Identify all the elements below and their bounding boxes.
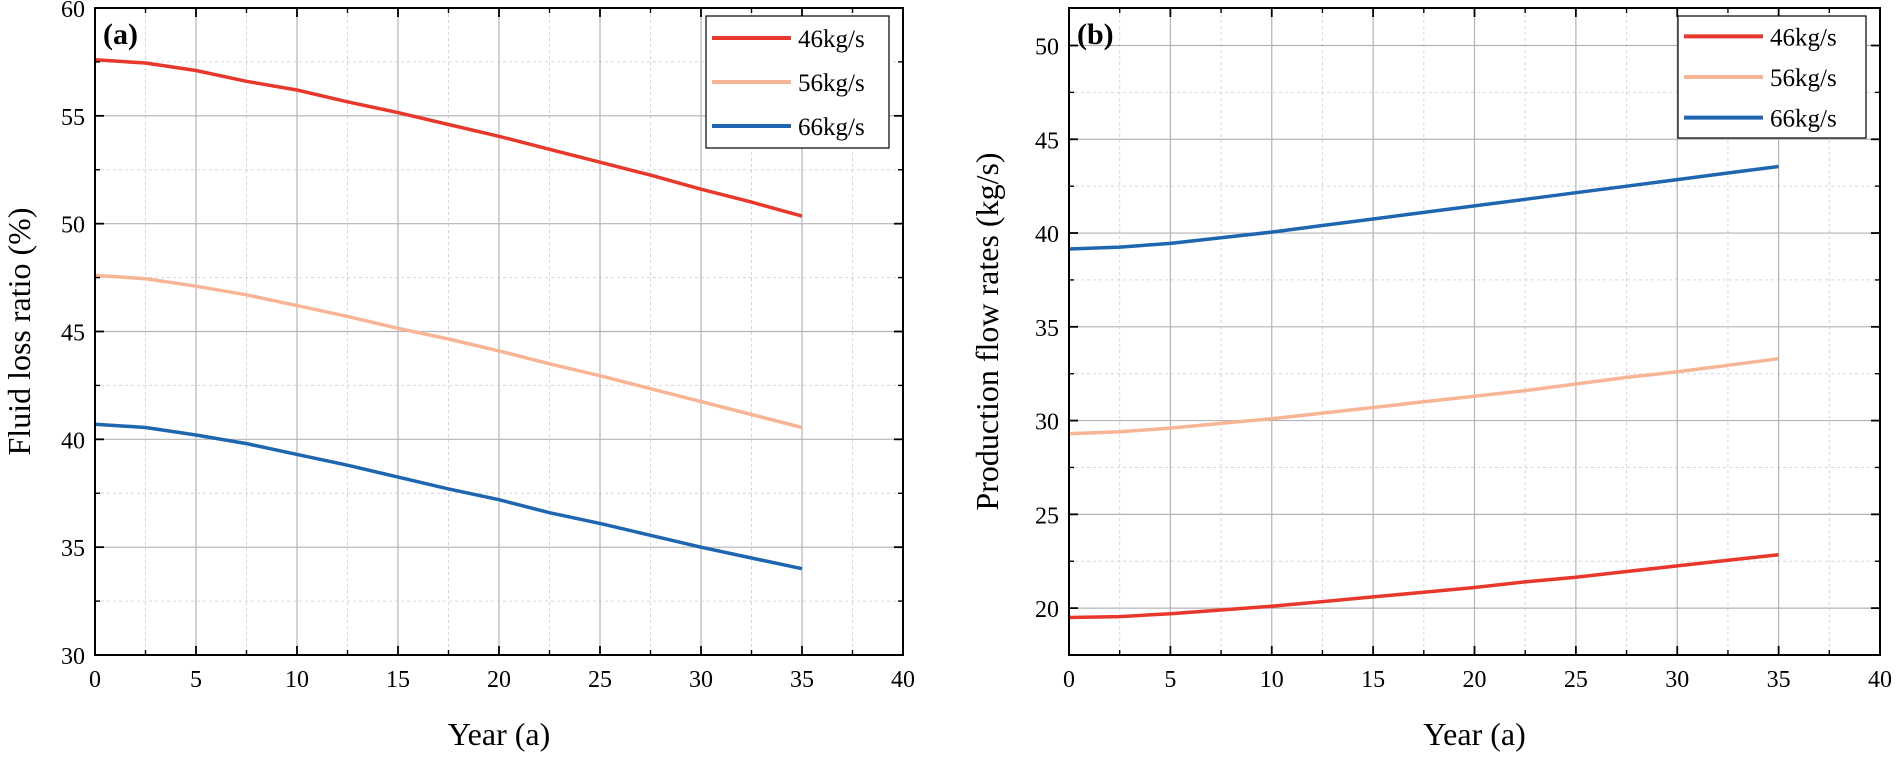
y-tick-label: 50	[1035, 35, 1059, 61]
x-tick-label: 15	[1361, 667, 1385, 693]
y-tick-label: 40	[1035, 222, 1059, 248]
panel-label: (a)	[103, 18, 138, 51]
y-axis-title: Production flow rates (kg/s)	[969, 152, 1005, 510]
x-tick-label: 10	[1260, 667, 1284, 693]
x-tick-label: 25	[588, 667, 612, 693]
y-axis-title: Fluid loss ratio (%)	[1, 208, 37, 456]
legend-label: 66kg/s	[798, 114, 865, 141]
panel-b-chart: 0 5 10 15 20 25 30 35 40 20 25 30 35 40 45 50 Year (a) Pr…	[969, 7, 1892, 752]
x-tick-label: 35	[790, 667, 814, 693]
panel-a-chart: 0 5 10 15 20 25 30 35 40 30 35 40 45 50 55 60 Year (a) Fl…	[1, 0, 915, 752]
y-tick-label: 35	[61, 536, 85, 562]
x-tick-label: 40	[891, 667, 915, 693]
x-tick-label: 30	[689, 667, 713, 693]
series-line-46kgs	[1068, 552, 1779, 620]
x-tick-label: 25	[1564, 667, 1588, 693]
series-line-56kgs	[1068, 356, 1779, 436]
y-tick-label: 45	[61, 321, 85, 347]
x-tick-label: 20	[1463, 667, 1487, 693]
series-line-66kgs	[1068, 164, 1779, 251]
legend-label: 46kg/s	[798, 26, 865, 53]
series-line-66kgs	[94, 422, 803, 571]
panel-label: (b)	[1077, 18, 1114, 51]
y-tick-label: 25	[1035, 503, 1059, 529]
y-tick-label: 50	[61, 213, 85, 239]
y-tick-label: 20	[1035, 597, 1059, 623]
y-tick-label: 35	[1035, 316, 1059, 342]
x-tick-label: 35	[1767, 667, 1791, 693]
y-tick-label: 55	[61, 105, 85, 131]
y-tick-label: 60	[61, 0, 85, 23]
x-tick-label: 40	[1868, 667, 1892, 693]
x-tick-label: 0	[89, 667, 101, 693]
x-tick-label: 20	[487, 667, 511, 693]
x-tick-label: 5	[1164, 667, 1176, 693]
x-axis-title: Year (a)	[448, 716, 550, 752]
y-tick-label: 30	[61, 644, 85, 670]
series-line-46kgs	[94, 58, 803, 218]
x-tick-label: 10	[285, 667, 309, 693]
y-tick-label: 45	[1035, 128, 1059, 154]
x-tick-label: 15	[386, 667, 410, 693]
legend-label: 66kg/s	[1770, 106, 1837, 133]
x-tick-label: 0	[1063, 667, 1075, 693]
y-tick-label: 30	[1035, 410, 1059, 436]
legend-label: 56kg/s	[1770, 65, 1837, 92]
series-line-56kgs	[94, 273, 803, 430]
legend-label: 46kg/s	[1770, 24, 1837, 51]
x-axis-title: Year (a)	[1423, 716, 1525, 752]
x-tick-label: 30	[1665, 667, 1689, 693]
y-tick-label: 40	[61, 428, 85, 454]
x-tick-label: 5	[190, 667, 202, 693]
legend-label: 56kg/s	[798, 70, 865, 97]
